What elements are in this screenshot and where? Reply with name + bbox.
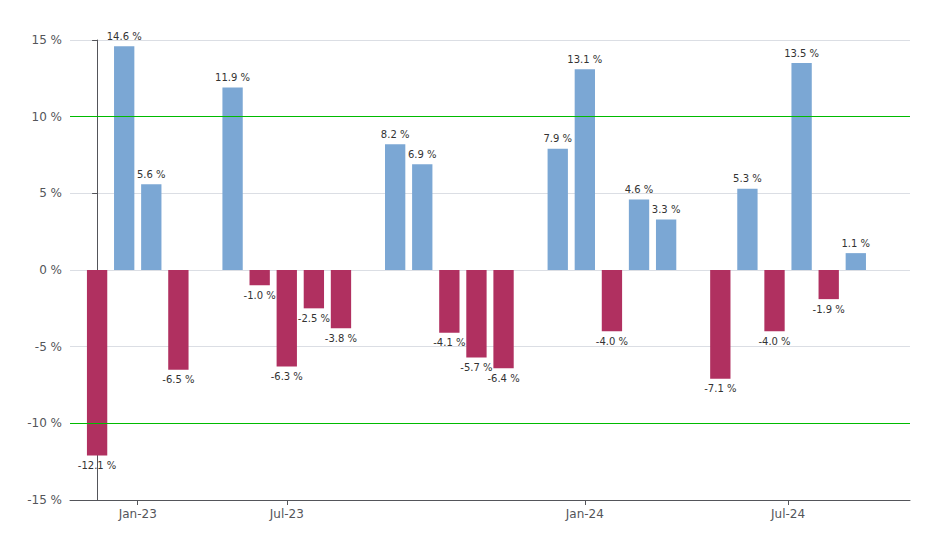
- svg-text:5 %: 5 %: [39, 186, 62, 200]
- svg-text:-7.1 %: -7.1 %: [704, 383, 736, 394]
- svg-text:1.1 %: 1.1 %: [842, 238, 871, 249]
- svg-text:5.3 %: 5.3 %: [733, 173, 762, 184]
- svg-text:-10 %: -10 %: [27, 416, 62, 430]
- svg-text:3.3 %: 3.3 %: [652, 204, 681, 215]
- svg-text:11.9 %: 11.9 %: [215, 72, 250, 83]
- svg-text:-5.7 %: -5.7 %: [460, 362, 492, 373]
- svg-text:-3.8 %: -3.8 %: [325, 333, 357, 344]
- svg-text:13.1 %: 13.1 %: [567, 54, 602, 65]
- svg-text:-2.5 %: -2.5 %: [298, 313, 330, 324]
- svg-text:4.6 %: 4.6 %: [625, 184, 654, 195]
- svg-text:-5 %: -5 %: [35, 340, 62, 354]
- svg-text:-4.1 %: -4.1 %: [433, 337, 465, 348]
- svg-text:5.6 %: 5.6 %: [137, 169, 166, 180]
- svg-text:Jan-23: Jan-23: [118, 507, 157, 521]
- svg-text:Jan-24: Jan-24: [565, 507, 604, 521]
- svg-text:-6.5 %: -6.5 %: [162, 374, 194, 385]
- svg-text:7.9 %: 7.9 %: [543, 133, 572, 144]
- svg-text:8.2 %: 8.2 %: [381, 129, 410, 140]
- svg-text:10 %: 10 %: [32, 110, 63, 124]
- svg-text:-4.0 %: -4.0 %: [596, 336, 628, 347]
- svg-text:15 %: 15 %: [32, 33, 63, 47]
- svg-text:-1.0 %: -1.0 %: [244, 290, 276, 301]
- svg-text:0 %: 0 %: [39, 263, 62, 277]
- svg-text:-1.9 %: -1.9 %: [813, 304, 845, 315]
- svg-text:-15 %: -15 %: [27, 493, 62, 507]
- svg-text:13.5 %: 13.5 %: [784, 48, 819, 59]
- svg-text:-6.4 %: -6.4 %: [487, 373, 519, 384]
- svg-text:6.9 %: 6.9 %: [408, 149, 437, 160]
- svg-text:-12.1 %: -12.1 %: [78, 460, 117, 471]
- svg-text:Jul-23: Jul-23: [269, 507, 304, 521]
- svg-text:-6.3 %: -6.3 %: [271, 371, 303, 382]
- svg-text:-4.0 %: -4.0 %: [758, 336, 790, 347]
- svg-text:14.6 %: 14.6 %: [107, 31, 142, 42]
- svg-text:Jul-24: Jul-24: [770, 507, 805, 521]
